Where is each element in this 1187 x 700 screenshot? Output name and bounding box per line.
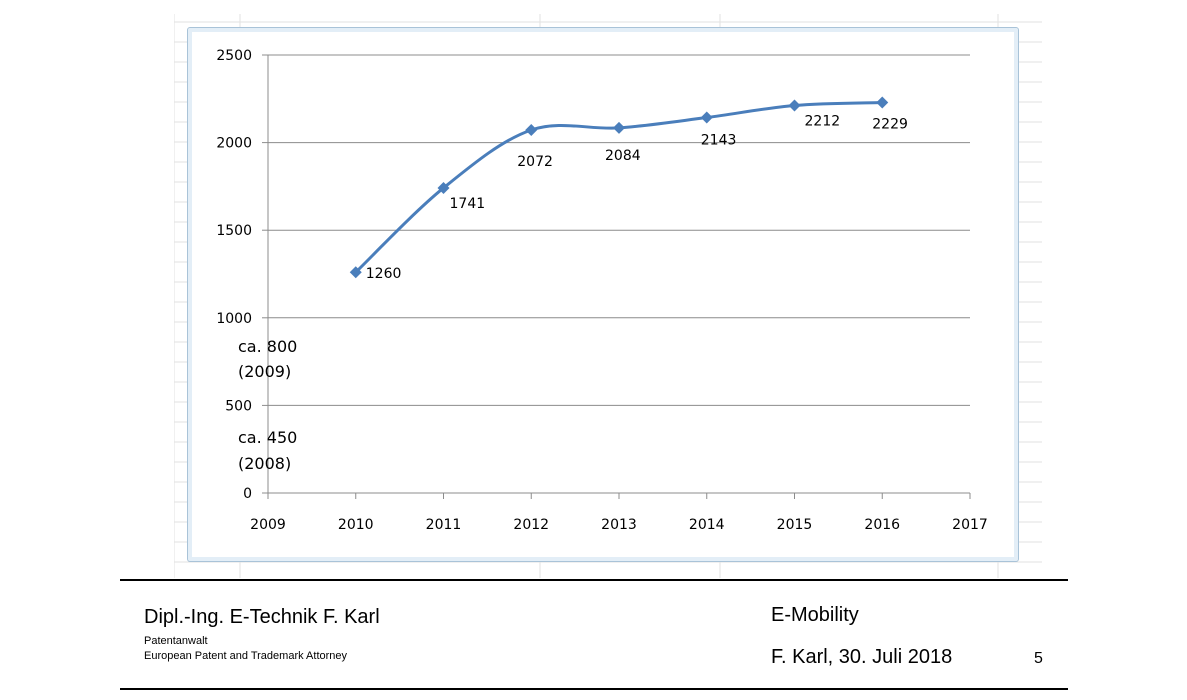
data-point-2013[interactable] — [613, 121, 625, 134]
y-tick-labels: 0 500 1000 1500 2000 2500 — [216, 48, 252, 502]
x-tick-label-2013: 2013 — [601, 517, 637, 533]
data-point-2015[interactable] — [788, 99, 801, 112]
data-label-2015: 2212 — [805, 113, 841, 129]
annotations: ca. 800 (2009) ca. 450 (2008) — [238, 337, 297, 473]
y-tick-label-500: 500 — [225, 398, 252, 414]
footer-rule-bottom — [120, 688, 1068, 690]
footer-rule-top — [120, 579, 1068, 581]
footer-role2: European Patent and Trademark Attorney — [144, 650, 348, 662]
data-label-2014: 2143 — [701, 133, 737, 149]
footer-date: F. Karl, 30. Juli 2018 — [771, 646, 953, 668]
x-tick-label-2014: 2014 — [689, 517, 725, 533]
chart-frame[interactable] — [187, 27, 1019, 562]
footer-topic: E-Mobility — [771, 604, 859, 626]
data-point-2012[interactable] — [525, 123, 538, 136]
y-tick-label-2500: 2500 — [216, 48, 252, 64]
data-labels: 1260 1741 2072 2084 2143 2212 2229 — [366, 113, 908, 282]
annotation-450-line1: ca. 450 — [238, 428, 297, 447]
footer-role: Patentanwalt — [144, 635, 208, 647]
x-tick-label-2009: 2009 — [250, 517, 286, 533]
footer-page-number: 5 — [1034, 650, 1043, 667]
y-tick-label-0: 0 — [243, 486, 252, 502]
data-label-2010: 1260 — [366, 266, 402, 282]
footer-author: Dipl.-Ing. E-Technik F. Karl — [144, 606, 380, 628]
y-tick-label-1000: 1000 — [216, 311, 252, 327]
data-label-2012: 2072 — [517, 154, 553, 170]
data-label-2013: 2084 — [605, 148, 641, 164]
x-tick-label-2015: 2015 — [777, 517, 813, 533]
x-tick-labels: 2009 2010 2011 2012 2013 2014 2015 2016 2017 — [250, 517, 988, 533]
y-tick-label-1500: 1500 — [216, 223, 252, 239]
data-label-2016: 2229 — [872, 116, 908, 132]
gridlines — [268, 54, 970, 406]
x-tick-label-2011: 2011 — [426, 517, 462, 533]
data-point-2016[interactable] — [876, 96, 889, 109]
y-tick-label-2000: 2000 — [216, 136, 252, 152]
data-point-2011[interactable] — [437, 181, 450, 194]
data-points — [349, 96, 889, 279]
annotation-450-line2: (2008) — [238, 454, 291, 473]
data-point-2014[interactable] — [700, 111, 713, 124]
x-tick-label-2017: 2017 — [952, 517, 988, 533]
data-label-2011: 1741 — [450, 196, 486, 212]
x-tick-label-2010: 2010 — [338, 517, 374, 533]
x-tick-label-2012: 2012 — [513, 517, 549, 533]
annotation-800-line1: ca. 800 — [238, 337, 297, 356]
data-point-2010[interactable] — [349, 266, 362, 279]
x-tick-label-2016: 2016 — [864, 517, 900, 533]
annotation-800-line2: (2009) — [238, 362, 291, 381]
axes — [262, 54, 971, 499]
